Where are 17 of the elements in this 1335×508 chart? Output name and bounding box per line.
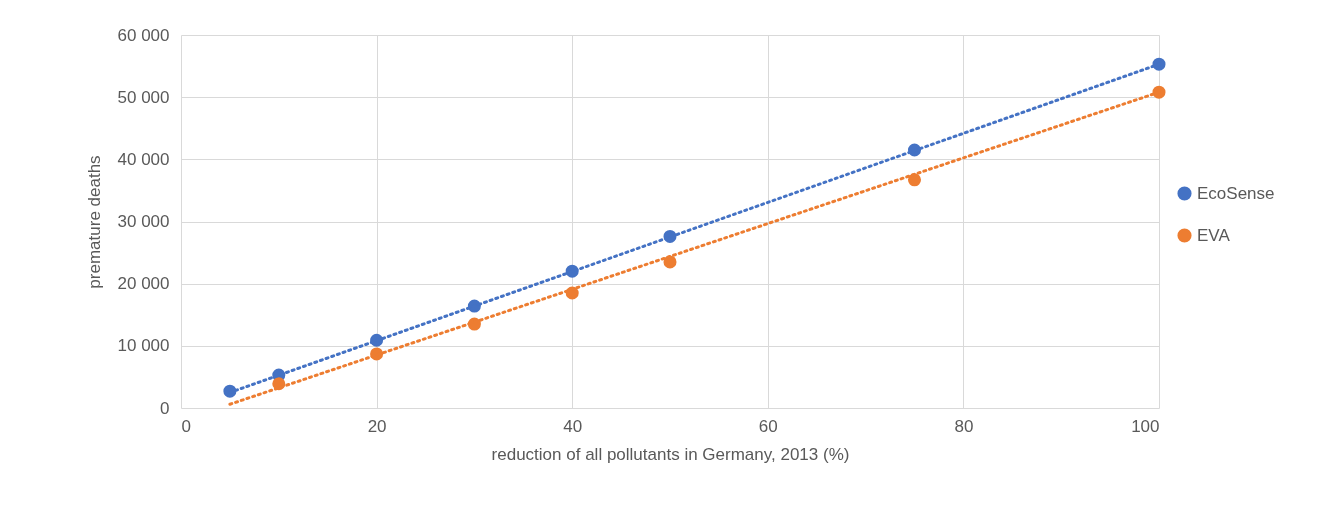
x-tick-label: 60 <box>758 416 778 436</box>
y-tick-label: 40 000 <box>117 149 170 169</box>
y-tick-label: 20 000 <box>117 274 170 294</box>
x-tick-label: 20 <box>367 416 387 436</box>
x-tick-label: 100 <box>1131 416 1160 436</box>
y-tick-label: 10 000 <box>117 336 170 356</box>
x-tick-label: 40 <box>563 416 583 436</box>
y-tick-label: 0 <box>160 398 170 418</box>
legend-label: EcoSense <box>1197 183 1275 203</box>
x-tick-label: 80 <box>954 416 974 436</box>
y-tick-label: 50 000 <box>117 87 170 107</box>
y-tick-label: 30 000 <box>117 212 170 231</box>
y-axis-title: premature deaths <box>84 155 104 289</box>
x-tick-label: 0 <box>181 416 191 436</box>
x-axis-title: reduction of all pollutants in Germany, 2013 (%) <box>491 444 850 464</box>
y-tick-label: 60 000 <box>117 25 170 45</box>
legend-label: EVA <box>1197 225 1231 245</box>
